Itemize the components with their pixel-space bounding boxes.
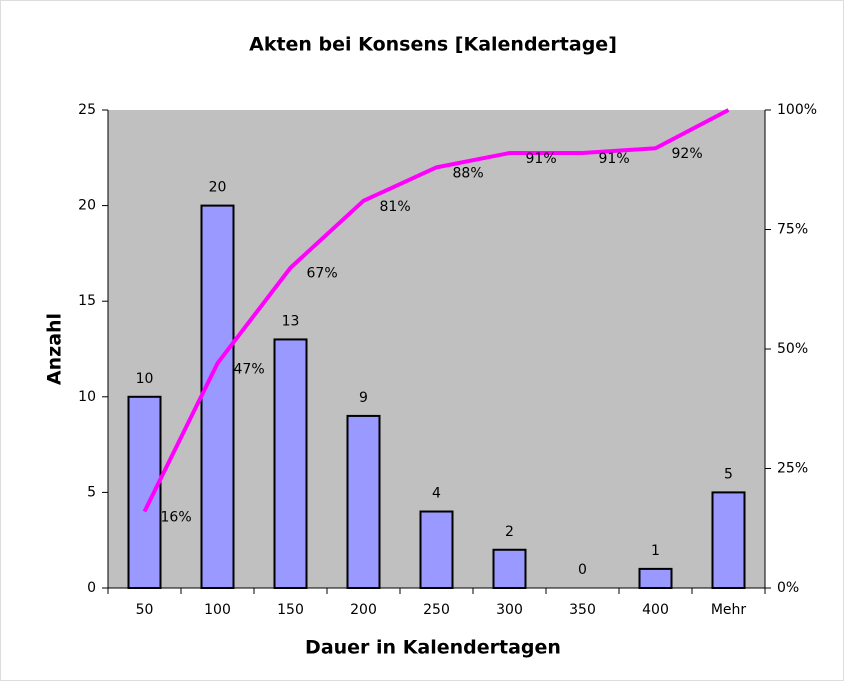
x-tick-label: 400 bbox=[642, 602, 669, 618]
line-value-label: 47% bbox=[234, 361, 265, 377]
line-value-label: 91% bbox=[599, 151, 630, 167]
y-tick-label: 10 bbox=[78, 389, 96, 405]
x-tick-label: Mehr bbox=[711, 602, 747, 618]
bar-value-label: 5 bbox=[724, 466, 733, 482]
bar bbox=[346, 414, 381, 590]
line-value-label: 88% bbox=[453, 165, 484, 181]
bar-value-label: 13 bbox=[282, 313, 300, 329]
bar bbox=[711, 491, 746, 589]
line-value-label: 92% bbox=[672, 146, 703, 162]
y2-tick-label: 50% bbox=[777, 341, 808, 357]
cumulative-line bbox=[142, 108, 730, 513]
bar-value-label: 4 bbox=[432, 486, 441, 502]
bar-value-label: 2 bbox=[505, 524, 514, 540]
y-tick-label: 20 bbox=[78, 198, 96, 214]
bar-value-label: 0 bbox=[578, 562, 587, 578]
bar bbox=[273, 338, 308, 589]
y-tick-label: 25 bbox=[78, 102, 96, 118]
y2-tick-label: 100% bbox=[777, 102, 817, 118]
x-tick-label: 50 bbox=[136, 602, 154, 618]
y2-tick-label: 0% bbox=[777, 580, 799, 596]
y-tick-label: 0 bbox=[87, 580, 96, 596]
x-axis-title: Dauer in Kalendertagen bbox=[305, 637, 561, 659]
bar-value-label: 20 bbox=[209, 180, 227, 196]
y-tick-label: 5 bbox=[87, 484, 96, 500]
line-value-label: 81% bbox=[380, 199, 411, 215]
bar-value-label: 9 bbox=[359, 390, 368, 406]
y-tick-label: 15 bbox=[78, 293, 96, 309]
bar bbox=[419, 510, 454, 589]
line-value-label: 91% bbox=[526, 151, 557, 167]
x-tick-label: 250 bbox=[423, 602, 450, 618]
bar bbox=[492, 548, 527, 590]
x-tick-label: 350 bbox=[569, 602, 596, 618]
x-tick-label: 100 bbox=[204, 602, 231, 618]
y-axis-title: Anzahl bbox=[44, 313, 66, 385]
bar bbox=[638, 567, 673, 590]
line-value-label: 67% bbox=[307, 266, 338, 282]
y2-tick-label: 25% bbox=[777, 461, 808, 477]
bar-value-label: 1 bbox=[651, 543, 660, 559]
x-tick-label: 150 bbox=[277, 602, 304, 618]
x-tick-label: 200 bbox=[350, 602, 377, 618]
bar bbox=[200, 204, 235, 589]
bar-value-label: 10 bbox=[136, 371, 154, 387]
x-tick-label: 300 bbox=[496, 602, 523, 618]
line-value-label: 16% bbox=[161, 510, 192, 526]
y2-tick-label: 75% bbox=[777, 222, 808, 238]
chart-title: Akten bei Konsens [Kalendertage] bbox=[249, 34, 617, 56]
